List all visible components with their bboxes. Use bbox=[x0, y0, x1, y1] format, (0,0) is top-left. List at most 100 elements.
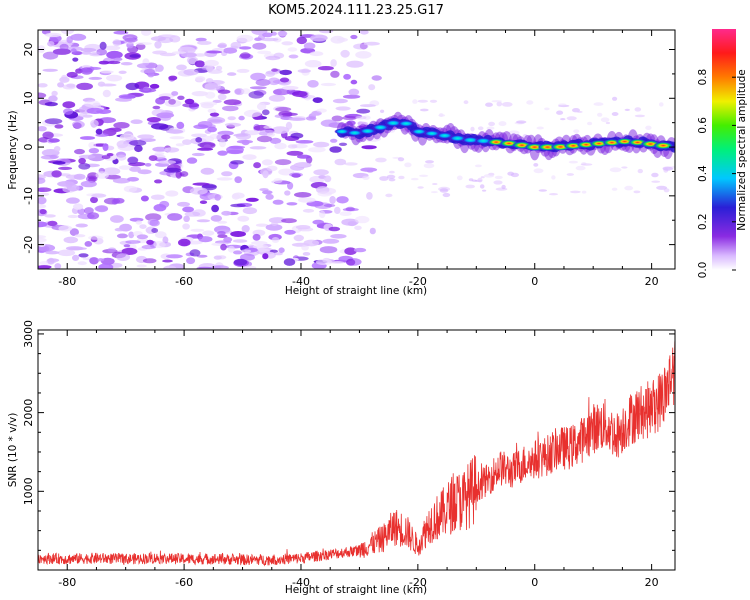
spectrogram-noise-cell bbox=[168, 98, 176, 105]
spectrogram-noise-cell bbox=[375, 157, 387, 163]
spectrogram-noise-cell bbox=[193, 124, 209, 129]
spectrogram-noise-cell bbox=[320, 119, 338, 127]
spectrogram-noise-cell bbox=[234, 176, 242, 184]
spectrogram-noise-cell bbox=[221, 134, 231, 140]
spectrogram-noise-cell bbox=[45, 32, 62, 38]
spectrogram-noise-cell bbox=[262, 32, 273, 38]
x-tick-label: -80 bbox=[58, 576, 76, 589]
spectrogram-noise-cell bbox=[417, 99, 428, 103]
spectrogram-noise-cell bbox=[191, 152, 205, 157]
spectrogram-noise-cell bbox=[199, 200, 208, 204]
spectrogram-noise-cell bbox=[659, 102, 664, 107]
spectrogram-noise-cell bbox=[167, 213, 183, 221]
spectrogram-noise-cell bbox=[158, 160, 177, 165]
y-tick-label: 3000 bbox=[22, 320, 35, 348]
spectrogram-noise-cell bbox=[49, 154, 59, 159]
spectrogram-noise-cell bbox=[189, 187, 208, 195]
spectrogram-noise-cell bbox=[593, 102, 604, 106]
spectrogram-noise-cell bbox=[611, 112, 619, 116]
spectrogram-noise-cell bbox=[107, 247, 117, 253]
spectrogram-noise-cell bbox=[331, 115, 343, 122]
spectrogram-noise-cell bbox=[474, 164, 482, 168]
spectrogram-noise-cell bbox=[159, 114, 172, 121]
spectrogram-noise-cell bbox=[69, 228, 79, 237]
spectrogram-noise-cell bbox=[86, 107, 104, 114]
spectrogram-noise-cell bbox=[137, 134, 155, 139]
spectrogram-noise-cell bbox=[656, 185, 668, 190]
spectrogram-noise-cell bbox=[273, 252, 283, 256]
spectrogram-noise-cell bbox=[262, 109, 270, 116]
spectrogram-noise-cell bbox=[77, 261, 87, 266]
spectrogram-noise-cell bbox=[135, 220, 142, 225]
spectrogram-noise-cell bbox=[340, 49, 350, 58]
spectrogram-noise-cell bbox=[200, 101, 218, 106]
spectrogram-noise-cell bbox=[100, 70, 114, 74]
spectrogram-noise-cell bbox=[230, 41, 242, 49]
spectrogram-noise-cell bbox=[350, 34, 358, 40]
spectrogram-noise-cell bbox=[74, 148, 85, 155]
spectrogram-noise-cell bbox=[566, 116, 577, 121]
spectrogram-noise-cell bbox=[494, 175, 503, 180]
spectrogram-noise-cell bbox=[290, 132, 304, 139]
spectrogram-noise-cell bbox=[63, 236, 79, 244]
spectrogram-noise-cell bbox=[293, 162, 312, 167]
spectrogram-noise-cell bbox=[361, 145, 377, 150]
spectrogram-noise-cell bbox=[140, 195, 149, 202]
spectrogram-noise-cell bbox=[263, 125, 272, 129]
y-tick-label: 0 bbox=[22, 144, 35, 151]
spectrogram-noise-cell bbox=[417, 186, 424, 189]
spectrogram-noise-cell bbox=[485, 102, 493, 107]
spectrogram-noise-cell bbox=[184, 98, 195, 105]
spectrogram-noise-cell bbox=[465, 184, 476, 189]
spectrogram-noise-cell bbox=[202, 230, 215, 236]
spectrogram-x-axis-label: Height of straight line (km) bbox=[285, 285, 427, 297]
spectrogram-noise-cell bbox=[294, 192, 312, 198]
spectrogram-noise-cell bbox=[48, 138, 60, 143]
spectrogram-noise-cell bbox=[125, 240, 141, 244]
spectrogram-noise-cell bbox=[560, 118, 566, 121]
spectrogram-noise-cell bbox=[611, 187, 618, 191]
spectrogram-noise-cell bbox=[265, 193, 274, 200]
spectrogram-noise-cell bbox=[371, 75, 382, 81]
spectrogram-noise-cell bbox=[268, 77, 280, 86]
spectrogram-noise-cell bbox=[363, 41, 380, 46]
spectrogram-noise-cell bbox=[315, 259, 333, 266]
spectrogram-noise-cell bbox=[217, 150, 228, 156]
spectrogram-noise-cell bbox=[175, 143, 185, 147]
spectrogram-noise-cell bbox=[149, 83, 160, 89]
spectrogram-noise-cell bbox=[66, 71, 78, 78]
spectrogram-noise-cell bbox=[84, 100, 101, 108]
spectrogram-noise-cell bbox=[106, 153, 114, 157]
spectrogram-noise-cell bbox=[113, 122, 130, 129]
spectrogram-noise-cell bbox=[163, 167, 182, 173]
spectrogram-noise-cell bbox=[609, 167, 622, 173]
spectrogram-noise-cell bbox=[76, 82, 93, 90]
spectrogram-noise-cell bbox=[269, 137, 282, 144]
spectrogram-noise-cell bbox=[220, 243, 227, 251]
spectrogram-noise-cell bbox=[70, 33, 87, 41]
spectrogram-noise-cell bbox=[322, 238, 340, 244]
spectrogram-noise-cell bbox=[366, 192, 373, 200]
spectrogram-noise-cell bbox=[230, 203, 246, 208]
spectrogram-noise-cell bbox=[575, 165, 586, 171]
spectrogram-noise-cell bbox=[230, 160, 245, 165]
spectrogram-noise-cell bbox=[379, 176, 389, 181]
spectrogram-noise-cell bbox=[70, 48, 77, 54]
spectrogram-noise-cell bbox=[154, 41, 162, 49]
spectrogram-noise-cell bbox=[135, 42, 152, 46]
spectrogram-noise-cell bbox=[235, 132, 251, 140]
spectrogram-noise-cell bbox=[496, 101, 503, 107]
spectrogram-noise-cell bbox=[102, 143, 109, 152]
spectrogram-noise-cell bbox=[80, 47, 97, 53]
spectrogram-noise-cell bbox=[612, 96, 618, 101]
spectrogram-noise-cell bbox=[195, 76, 206, 82]
spectrogram-noise-cell bbox=[215, 65, 223, 71]
spectrogram-noise-cell bbox=[274, 114, 284, 118]
spectrogram-noise-cell bbox=[298, 197, 316, 203]
spectrogram-noise-cell bbox=[252, 233, 261, 241]
spectrogram-noise-cell bbox=[66, 36, 73, 44]
spectrogram-noise-cell bbox=[103, 45, 121, 51]
spectrogram-noise-cell bbox=[297, 227, 314, 232]
spectrogram-noise-cell bbox=[278, 247, 285, 253]
